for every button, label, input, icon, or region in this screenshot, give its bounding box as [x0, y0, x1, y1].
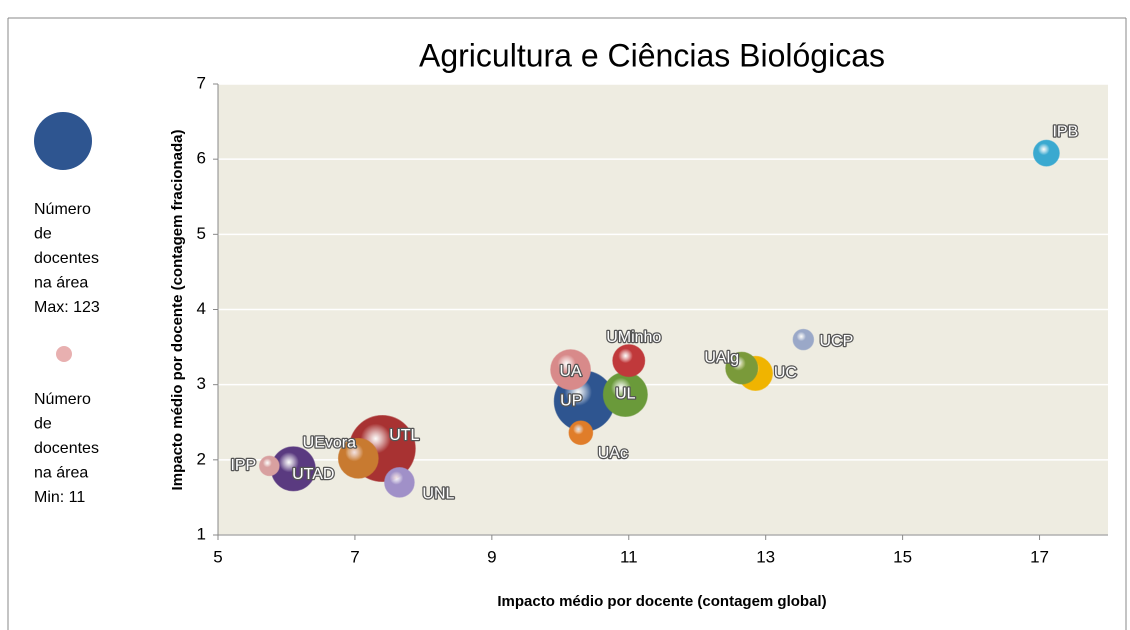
bubble — [725, 351, 759, 385]
y-tick-label: 5 — [197, 224, 206, 243]
legend-min-text: na área — [34, 465, 88, 482]
point-label: IPP — [230, 457, 256, 474]
point-label: UC — [774, 365, 797, 382]
y-tick-label: 7 — [197, 73, 206, 92]
point-label: UL — [615, 386, 636, 403]
point-label: UAc — [598, 445, 628, 462]
x-axis-label: Impacto médio por docente (contagem glob… — [497, 593, 826, 610]
x-tick-label: 17 — [1030, 547, 1049, 566]
point-label: UNL — [422, 486, 454, 503]
x-tick-label: 5 — [213, 547, 222, 566]
y-tick-label: 1 — [197, 524, 206, 543]
point-label: UA — [559, 363, 582, 380]
point-label: IPB — [1052, 123, 1078, 140]
bubble — [337, 437, 379, 479]
point-label: UTAD — [292, 466, 334, 483]
y-tick-label: 4 — [197, 299, 206, 318]
bubble — [1032, 139, 1060, 167]
point-label: UTL — [389, 427, 419, 444]
x-tick-label: 7 — [350, 547, 359, 566]
legend-max-text: Número — [34, 201, 91, 218]
bubble — [384, 467, 415, 498]
point-label: UEvora — [303, 435, 356, 452]
bubble — [612, 344, 646, 378]
x-tick-label: 11 — [620, 547, 638, 566]
y-axis-label: Impacto médio por docente (contagem frac… — [169, 130, 186, 491]
chart-title: Agricultura e Ciências Biológicas — [419, 37, 885, 73]
point-label: UP — [560, 392, 582, 409]
x-tick-label: 15 — [893, 547, 912, 566]
point-label: UCP — [819, 333, 853, 350]
x-tick-label: 13 — [756, 547, 775, 566]
point-label: UAlg — [704, 349, 739, 366]
legend-min-text: docentes — [34, 440, 99, 457]
y-tick-label: 6 — [197, 149, 206, 168]
legend-max-bubble — [34, 112, 92, 170]
legend-min-text: Min: 11 — [34, 489, 85, 506]
point-label: UMinho — [606, 329, 661, 346]
bubble — [792, 328, 815, 351]
legend-max-text: na área — [34, 275, 88, 292]
bubble — [258, 455, 280, 477]
legend-max-text: de — [34, 226, 52, 243]
legend-min-text: Número — [34, 391, 91, 408]
legend-min-bubble — [56, 346, 72, 362]
y-tick-label: 2 — [197, 449, 206, 468]
legend-max-text: Max: 123 — [34, 299, 100, 316]
y-tick-label: 3 — [197, 374, 206, 393]
bubble — [550, 349, 592, 391]
bubble — [568, 420, 594, 446]
legend-min-text: de — [34, 416, 52, 433]
x-tick-label: 9 — [487, 547, 496, 566]
legend-max-text: docentes — [34, 250, 99, 267]
